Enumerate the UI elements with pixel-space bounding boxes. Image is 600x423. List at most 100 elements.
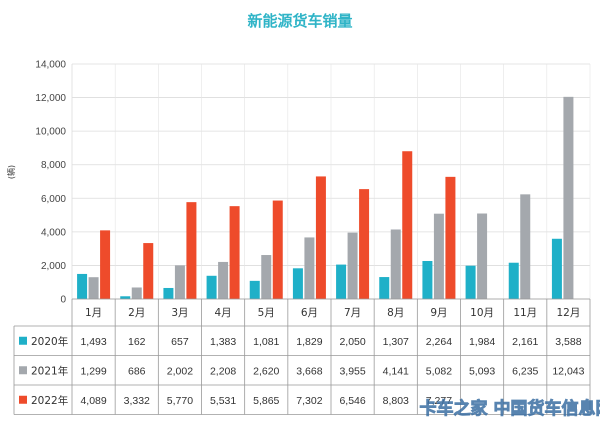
bar — [477, 213, 488, 299]
bar — [465, 265, 476, 299]
x-tick-label: 9月 — [430, 307, 447, 319]
bar — [520, 194, 531, 299]
bar — [433, 213, 444, 299]
table-cell-value: 1,383 — [210, 336, 236, 348]
y-tick-label: 0 — [60, 295, 66, 306]
legend-swatch — [19, 336, 27, 345]
y-tick-label: 6,000 — [41, 194, 66, 205]
gridlines — [71, 63, 591, 300]
bar — [379, 277, 390, 299]
table-cell-value: 5,082 — [426, 365, 452, 377]
table-cell-value: 5,770 — [167, 395, 193, 407]
y-tick-label: 12,000 — [35, 93, 66, 104]
table-cell-value: 686 — [128, 365, 146, 377]
legend-series-name: 2022年 — [31, 394, 68, 407]
table-cell-value: 4,089 — [80, 395, 106, 407]
table-cell-value: 12,043 — [552, 365, 584, 377]
bar — [77, 273, 88, 299]
table-cell-value: 8,803 — [383, 395, 409, 407]
table-cell-value: 5,531 — [210, 395, 236, 407]
table-cell-value: 2,208 — [210, 365, 236, 377]
x-tick-label: 7月 — [344, 307, 361, 319]
y-tick-label: 8,000 — [41, 160, 66, 171]
x-tick-label: 6月 — [301, 307, 318, 319]
table-cell-value: 657 — [171, 336, 189, 348]
table-cell-value: 4,141 — [383, 365, 409, 377]
table-cell-value: 1,081 — [253, 336, 279, 348]
table-cell-value: 162 — [128, 336, 146, 348]
chart-title: 新能源货车销量 — [247, 12, 352, 30]
table-cell-value: 1,984 — [469, 336, 495, 348]
x-tick-label: 11月 — [513, 307, 537, 319]
table-cell-value: 3,668 — [296, 365, 322, 377]
bar — [315, 176, 326, 299]
bar — [390, 229, 401, 299]
table-cell-value: 2,161 — [512, 336, 538, 348]
bar — [445, 176, 456, 299]
x-tick-label: 4月 — [214, 307, 231, 319]
legend-series-name: 2020年 — [31, 335, 68, 348]
bar — [249, 280, 260, 299]
bar — [402, 151, 413, 299]
bar — [261, 255, 272, 299]
bar — [359, 189, 370, 299]
bar — [336, 264, 347, 299]
legend-series-name: 2021年 — [31, 364, 68, 377]
x-tick-label: 1月 — [85, 307, 102, 319]
bar — [186, 202, 197, 299]
table-cell-value: 3,955 — [339, 365, 365, 377]
x-tick-label: 3月 — [171, 307, 188, 319]
table-cell-value: 2,620 — [253, 365, 279, 377]
table-cell-value: 2,264 — [426, 336, 452, 348]
x-tick-label: 12月 — [556, 307, 580, 319]
bar — [229, 206, 240, 299]
watermark: 卡车之家 中国货车信息网 — [420, 398, 600, 419]
bar — [218, 261, 229, 299]
data-table: 1月 2月 3月 4月 5月 6月 7月 8月 9月 10月 11月 12月 2020年 1,493 162… — [13, 298, 591, 415]
table-cell-value: 6,546 — [339, 395, 365, 407]
x-tick-label: 5月 — [258, 307, 275, 319]
legend-swatch — [19, 366, 27, 375]
x-tick-label: 8月 — [387, 307, 404, 319]
bar — [304, 237, 315, 299]
y-axis-ticks: 0 2,000 4,000 6,000 8,000 10,000 12,000 14,000 — [35, 60, 66, 306]
bar — [292, 268, 303, 299]
y-tick-label: 10,000 — [35, 127, 66, 138]
bar — [143, 243, 154, 299]
legend-swatch — [19, 395, 27, 404]
bar — [163, 287, 174, 299]
bar — [120, 296, 131, 299]
table-cell-value: 7,302 — [296, 395, 322, 407]
bar — [347, 232, 358, 299]
bar — [88, 277, 99, 299]
table-cell-value: 2,050 — [339, 336, 365, 348]
table-cell-value: 3,588 — [555, 336, 581, 348]
bar — [551, 238, 562, 299]
x-tick-label: 2月 — [128, 307, 145, 319]
y-tick-label: 14,000 — [35, 60, 66, 71]
table-cell-value: 2,002 — [167, 365, 193, 377]
bar — [563, 96, 574, 299]
bar — [206, 275, 217, 299]
x-tick-label: 10月 — [470, 307, 494, 319]
table-cell-value: 1,307 — [383, 336, 409, 348]
bar — [272, 200, 283, 299]
table-cell-value: 7,277 — [426, 395, 452, 407]
y-tick-label: 4,000 — [41, 227, 66, 238]
bar — [508, 262, 519, 299]
bar — [422, 260, 433, 299]
table-cell-value: 3,332 — [124, 395, 150, 407]
table-cell-value: 1,299 — [80, 365, 106, 377]
table-cell-value: 5,865 — [253, 395, 279, 407]
y-tick-label: 2,000 — [41, 261, 66, 272]
bar — [100, 230, 111, 299]
table-cell-value: 6,235 — [512, 365, 538, 377]
bar — [174, 265, 185, 299]
table-cell-value: 1,493 — [80, 336, 106, 348]
table-cell-value: 1,829 — [296, 336, 322, 348]
table-cell-value: 5,093 — [469, 365, 495, 377]
bars — [77, 96, 574, 299]
y-axis-label: (辆) — [6, 165, 16, 179]
bar — [131, 287, 142, 299]
